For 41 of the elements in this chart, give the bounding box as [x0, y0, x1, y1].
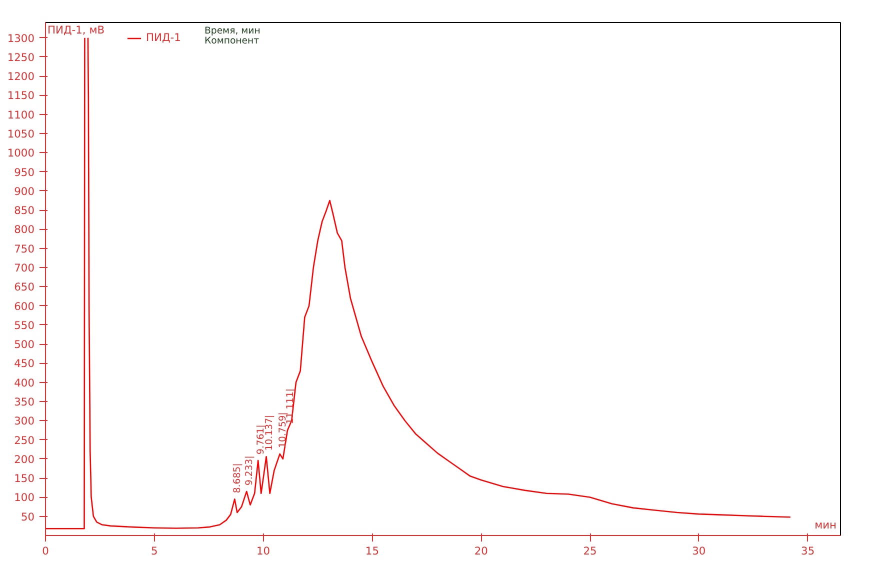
y-tick-label: 900 — [14, 184, 35, 198]
y-tick-label: 850 — [14, 204, 35, 218]
y-tick-label: 950 — [14, 166, 35, 179]
annotation: 8.685| — [232, 463, 244, 494]
y-tick-label: 450 — [14, 357, 35, 370]
y-tick-label: 1150 — [7, 89, 35, 102]
y-tick-label: 550 — [14, 318, 35, 332]
x-axis-title: мин — [814, 518, 837, 532]
y-tick-label: 400 — [14, 376, 35, 390]
y-tick-label: 50 — [20, 510, 35, 524]
y-tick-label: 1050 — [7, 128, 35, 141]
y-axis-title: ПИД-1, мВ — [48, 24, 105, 36]
x-tick-label: 30 — [692, 544, 706, 558]
y-tick-label: 1000 — [7, 146, 35, 160]
y-tick-label: 250 — [14, 434, 35, 447]
legend-label: ПИД-1 — [146, 31, 181, 44]
annotation: 9.233| — [244, 456, 256, 486]
y-tick-label: 600 — [14, 300, 35, 313]
annotation: Время, мин — [204, 26, 260, 36]
y-tick-label: 750 — [14, 242, 35, 256]
y-tick-label: 500 — [14, 338, 35, 352]
x-tick-label: 15 — [365, 544, 379, 558]
x-tick-label: 10 — [256, 544, 270, 558]
y-tick-label: 1100 — [7, 108, 35, 122]
y-tick-label: 200 — [14, 452, 35, 466]
annotation: Компонент — [204, 36, 260, 46]
y-tick-label: 800 — [14, 223, 35, 236]
y-tick-label: 1300 — [7, 32, 35, 45]
y-tick-label: 300 — [14, 414, 35, 428]
y-tick-label: 150 — [14, 472, 35, 486]
y-tick-label: 1200 — [7, 70, 35, 84]
y-tick-label: 100 — [14, 491, 35, 504]
x-tick-label: 20 — [474, 544, 488, 558]
y-tick-label: 700 — [14, 262, 35, 275]
x-tick-label: 35 — [801, 544, 815, 558]
y-tick-label: 350 — [14, 396, 35, 409]
x-tick-label: 25 — [583, 544, 597, 558]
y-tick-label: 1250 — [7, 50, 35, 64]
x-tick-label: 0 — [42, 544, 50, 558]
x-tick-label: 5 — [151, 544, 158, 558]
y-tick-label: 650 — [14, 280, 35, 294]
